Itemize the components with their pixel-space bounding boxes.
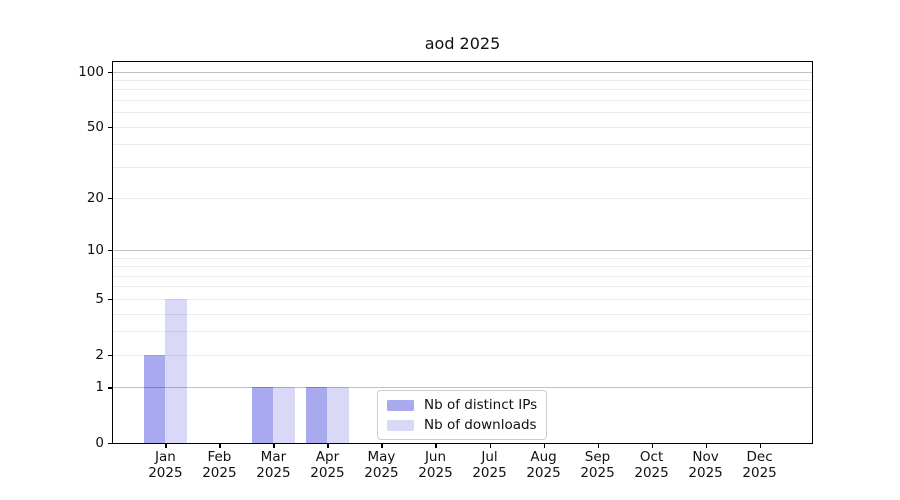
x-tick-label: Jan 2025	[148, 449, 183, 481]
bar-distinct-ips-apr	[305, 387, 328, 443]
y-tick-label: 100	[78, 63, 104, 80]
bar-downloads-apr	[327, 387, 350, 443]
x-tick-mark-icon	[165, 443, 167, 448]
x-tick-mark-icon	[327, 443, 329, 448]
x-tick-mark-icon	[651, 443, 653, 448]
bar-distinct-ips-mar	[251, 387, 274, 443]
bar-downloads-jan	[165, 298, 187, 443]
y-tick-mark-icon	[108, 298, 113, 301]
gridline-minor	[113, 266, 812, 268]
x-tick-label: May 2025	[364, 449, 399, 481]
gridline-minor	[113, 80, 812, 82]
gridline-minor	[113, 257, 812, 259]
x-tick-mark-icon	[381, 443, 383, 448]
legend-swatch-downloads-icon	[387, 419, 414, 431]
bar-downloads-mar	[273, 387, 296, 443]
x-tick-label: Mar 2025	[256, 449, 291, 481]
x-tick-mark-icon	[435, 443, 437, 448]
y-tick-mark-icon	[108, 126, 113, 129]
x-tick-label: Feb 2025	[202, 449, 237, 481]
gridline-major	[113, 250, 812, 252]
gridline-minor	[113, 275, 812, 277]
gridline-minor	[113, 354, 812, 356]
y-tick-label: 5	[95, 290, 104, 307]
x-tick-label: Jul 2025	[472, 449, 507, 481]
y-tick-mark-icon	[108, 71, 113, 74]
x-tick-mark-icon	[273, 443, 275, 448]
y-tick-label: 10	[86, 242, 104, 259]
y-tick-label: 20	[86, 190, 104, 207]
y-tick-mark-icon	[108, 387, 113, 389]
chart-title: aod 2025	[424, 34, 501, 53]
gridline-minor	[113, 126, 812, 128]
gridline-minor	[113, 298, 812, 300]
x-tick-mark-icon	[759, 443, 761, 448]
x-tick-label: Jun 2025	[418, 449, 453, 481]
y-tick-label: 0	[95, 435, 104, 451]
legend-item-distinct-ips: Nb of distinct IPs	[387, 397, 537, 413]
gridline-minor	[113, 144, 812, 146]
y-tick-mark-icon	[108, 354, 113, 356]
gridline-minor	[113, 89, 812, 91]
x-tick-mark-icon	[705, 443, 707, 448]
y-tick-mark-icon	[108, 198, 113, 200]
x-tick-label: Dec 2025	[742, 449, 777, 481]
x-tick-mark-icon	[597, 443, 599, 448]
gridline-minor	[113, 112, 812, 114]
y-tick-label: 1	[95, 379, 104, 396]
gridline-minor	[113, 100, 812, 102]
gridline-minor	[113, 286, 812, 288]
x-tick-label: Apr 2025	[310, 449, 345, 481]
y-tick-label: 50	[86, 118, 104, 135]
x-tick-label: Oct 2025	[634, 449, 669, 481]
legend-item-downloads: Nb of downloads	[387, 417, 537, 433]
gridline-minor	[113, 198, 812, 200]
legend-label-downloads: Nb of downloads	[424, 417, 537, 433]
x-tick-mark-icon	[219, 443, 221, 448]
y-tick-mark-icon	[108, 250, 113, 252]
x-tick-mark-icon	[489, 443, 491, 448]
bar-distinct-ips-jan	[143, 354, 166, 443]
y-tick-mark-icon	[108, 443, 113, 445]
legend: Nb of distinct IPs Nb of downloads	[377, 390, 548, 440]
gridline-minor	[113, 331, 812, 333]
legend-label-distinct-ips: Nb of distinct IPs	[424, 397, 538, 413]
x-tick-label: Nov 2025	[688, 449, 723, 481]
x-tick-mark-icon	[543, 443, 545, 448]
y-tick-label: 2	[95, 346, 104, 363]
gridline-major	[113, 71, 812, 73]
gridline-minor	[113, 166, 812, 168]
gridline-minor	[113, 313, 812, 315]
x-tick-label: Sep 2025	[580, 449, 615, 481]
gridline-major	[113, 387, 812, 389]
x-tick-label: Aug 2025	[526, 449, 561, 481]
legend-swatch-distinct-ips-icon	[387, 399, 414, 411]
plot-area: Nb of distinct IPs Nb of downloads	[112, 61, 813, 444]
